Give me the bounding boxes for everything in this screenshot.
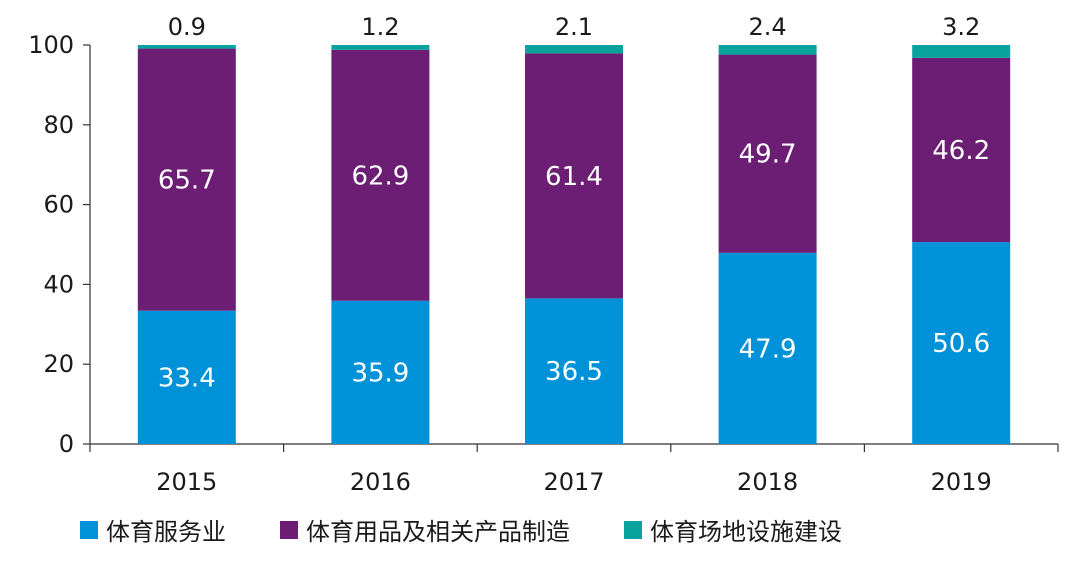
data-label: 3.2 <box>942 13 980 41</box>
bar-segment <box>912 242 1011 444</box>
data-label: 46.2 <box>932 136 990 166</box>
y-tick-label: 100 <box>28 31 74 59</box>
bar-segment <box>525 53 623 299</box>
data-label: 2.1 <box>555 13 593 41</box>
legend-label-facilities: 体育场地设施建设 <box>650 518 842 546</box>
data-label: 1.2 <box>361 13 399 41</box>
legend-item-manufacturing: 体育用品及相关产品制造 <box>280 512 570 547</box>
data-label: 33.4 <box>158 363 216 393</box>
x-tick-label: 2019 <box>931 468 992 496</box>
x-tick-label: 2015 <box>156 468 217 496</box>
y-tick-label: 60 <box>43 191 74 219</box>
bar-segment <box>912 45 1011 58</box>
data-label: 49.7 <box>739 140 797 170</box>
data-label: 0.9 <box>168 13 206 41</box>
legend-swatch-service <box>80 520 98 539</box>
bar-segment <box>525 45 623 54</box>
y-tick-label: 40 <box>43 270 74 298</box>
bar-segment <box>912 57 1011 243</box>
legend-label-manufacturing: 体育用品及相关产品制造 <box>306 518 570 546</box>
bar-segment <box>331 45 430 50</box>
data-label: 36.5 <box>545 357 603 387</box>
bars: 33.4 65.7 0.9 35.9 62.9 1.2 36.5 61.4 2.1 47.9 49.… <box>137 13 1011 444</box>
x-axis: 2015 2016 2017 2018 2019 <box>89 443 1059 496</box>
x-tick-label: 2017 <box>543 468 604 496</box>
legend-swatch-manufacturing <box>280 520 298 539</box>
bar-segment <box>137 48 236 311</box>
data-label: 65.7 <box>158 166 216 196</box>
bar-segment <box>137 45 236 49</box>
bar-segment <box>331 300 430 444</box>
bar-segment <box>718 54 817 253</box>
bar-segment <box>718 45 817 55</box>
bar-segment <box>718 252 817 444</box>
bar-segment <box>331 49 430 301</box>
legend-item-facilities: 体育场地设施建设 <box>624 512 842 547</box>
data-label: 50.6 <box>932 329 990 359</box>
bar-segment <box>137 310 236 444</box>
y-tick-label: 20 <box>43 350 74 378</box>
y-tick-label: 0 <box>59 430 74 458</box>
legend-label-service: 体育服务业 <box>106 518 226 546</box>
x-tick-label: 2016 <box>350 468 411 496</box>
data-label: 61.4 <box>545 162 603 192</box>
x-tick-label: 2018 <box>737 468 798 496</box>
data-label: 62.9 <box>351 161 409 191</box>
data-label: 35.9 <box>351 358 409 388</box>
bar-segment <box>525 298 623 444</box>
legend-swatch-facilities <box>624 520 642 539</box>
y-axis: 0 20 40 60 80 100 <box>28 31 91 458</box>
legend: 体育服务业 体育用品及相关产品制造 体育场地设施建设 <box>80 512 896 547</box>
legend-item-service: 体育服务业 <box>80 512 226 547</box>
data-label: 47.9 <box>739 334 797 364</box>
data-label: 2.4 <box>749 13 787 41</box>
y-tick-label: 80 <box>43 111 74 139</box>
